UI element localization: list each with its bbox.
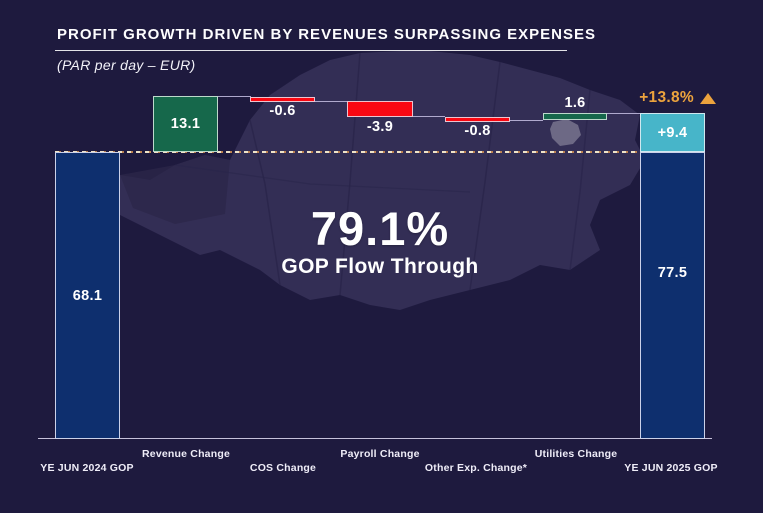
bar-payroll-change	[347, 101, 413, 117]
axis-label-utilities-change: Utilities Change	[534, 448, 618, 460]
waterfall-connector	[315, 101, 347, 102]
bar-value-label: -0.6	[269, 103, 296, 119]
bar-value-label: 68.1	[72, 287, 103, 304]
map-border-line	[249, 119, 281, 286]
map-country-shape	[95, 50, 645, 310]
bar-value-label: 13.1	[170, 116, 201, 132]
axis-label-payroll-change: Payroll Change	[340, 448, 420, 460]
map-border-line	[174, 164, 471, 193]
map-highlight-region	[550, 119, 581, 146]
x-axis-line	[38, 438, 712, 439]
bar-value-label: -3.9	[366, 119, 394, 135]
page-title: PROFIT GROWTH DRIVEN BY REVENUES SURPASS…	[57, 26, 597, 43]
map-border-line	[339, 52, 361, 296]
bar-value-label: -0.8	[464, 123, 491, 139]
axis-label-ye-jun-2024-gop: YE JUN 2024 GOP	[40, 462, 134, 474]
waterfall-connector	[218, 96, 251, 97]
waterfall-connector	[607, 113, 640, 114]
up-triangle-icon	[700, 92, 716, 104]
flow-through-percentage: 79.1%	[310, 202, 450, 255]
bar-value-label: 1.6	[564, 95, 586, 111]
map-border-line	[569, 89, 591, 271]
map-region-shade	[120, 155, 230, 224]
bar-revenue-change: 13.1	[153, 96, 218, 152]
growth-badge: +13.8%	[600, 89, 716, 107]
axis-label-revenue-change: Revenue Change	[142, 448, 230, 460]
bar-value-label: 77.5	[657, 265, 688, 281]
bar-utilities-change	[543, 113, 607, 120]
bar-value-label: +9.4	[657, 124, 688, 141]
bar-net-delta: +9.4	[640, 113, 705, 152]
waterfall-connector	[413, 116, 445, 117]
map-border-line	[469, 61, 501, 291]
baseline-dashed-line	[55, 151, 705, 153]
axis-label-ye-jun-2025-gop: YE JUN 2025 GOP	[624, 462, 718, 474]
waterfall-connector	[510, 120, 543, 121]
bar-cos-change	[250, 97, 315, 102]
bar-ye-jun-2024-gop: 68.1	[55, 152, 120, 439]
title-underline	[55, 50, 567, 51]
growth-percentage: +13.8%	[639, 89, 694, 106]
axis-label-other-exp-change: Other Exp. Change*	[424, 462, 528, 474]
bar-ye-jun-2025-gop: 77.5	[640, 152, 705, 439]
flow-through-caption: GOP Flow Through	[281, 255, 479, 278]
austria-map-background	[95, 50, 645, 310]
bar-other-exp-change	[445, 117, 510, 122]
axis-label-cos-change: COS Change	[249, 462, 317, 474]
page-subtitle: (PAR per day – EUR)	[57, 57, 196, 73]
